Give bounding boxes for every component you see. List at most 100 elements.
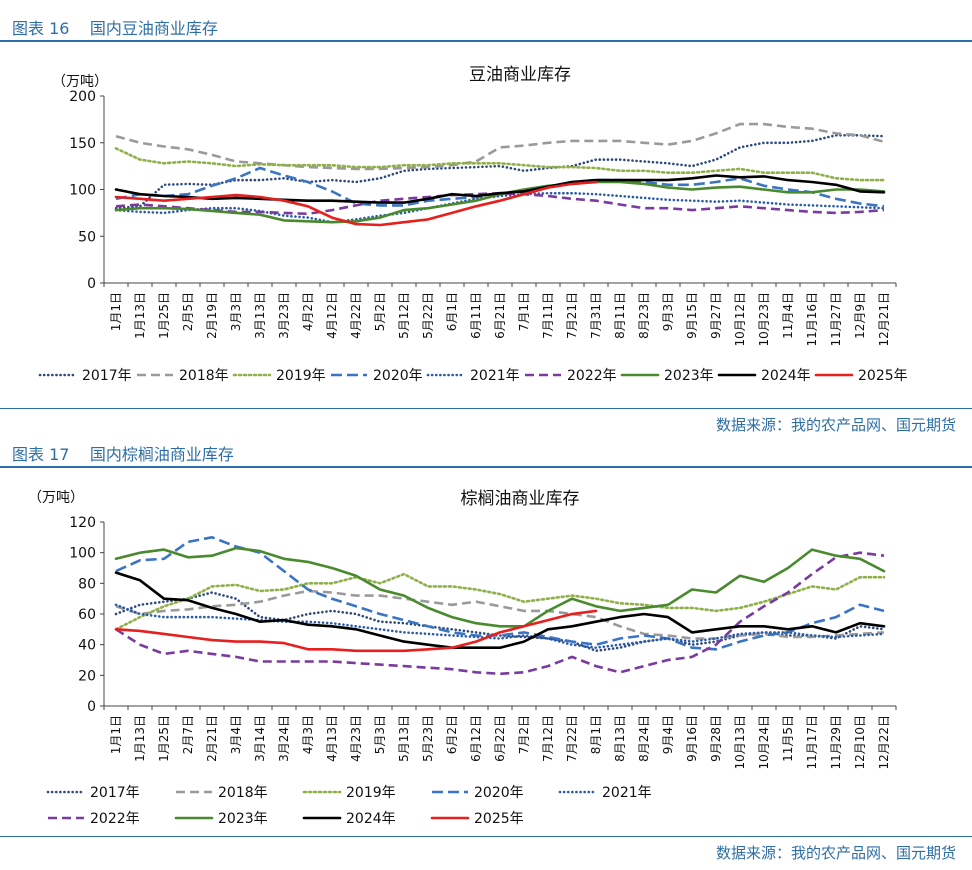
series-line-2024 [114,174,886,204]
x-tick-label: 9月4日 [661,715,675,754]
series-group [114,536,886,676]
series-line-2019 [114,147,886,182]
x-tick-label: 9月16日 [685,715,699,762]
y-axis-unit-label: （万吨） [52,74,108,90]
legend-label: 2017年 [90,785,140,801]
x-tick-label: 5月2日 [373,292,387,331]
x-tick-label: 9月15日 [685,292,699,339]
legend-label: 2023年 [664,368,714,384]
figure-header: 图表 16 国内豆油商业库存 [0,10,972,42]
x-tick-label: 9月27日 [709,292,723,339]
legend-label: 2022年 [90,811,140,827]
x-tick-label: 2月5日 [181,292,195,331]
series-line-2019 [114,572,886,631]
y-tick-label: 150 [69,136,96,152]
figure-label: 图表 17 [12,445,70,464]
x-tick-label: 5月13日 [397,715,411,762]
y-tick-label: 50 [78,229,96,245]
divider-line [0,836,972,837]
series-line-2025 [114,609,598,653]
x-tick-label: 3月14日 [253,715,267,762]
x-tick-label: 6月22日 [493,715,507,762]
x-tick-label: 11月29日 [829,715,843,770]
x-tick-label: 7月11日 [541,292,555,339]
legend-label: 2021年 [470,368,520,384]
x-tick-label: 2月7日 [181,715,195,754]
data-source: 数据来源：我的农产品网、国元期货 [715,844,956,862]
divider-line [0,408,972,409]
x-tick-label: 11月5日 [781,715,795,762]
y-tick-label: 200 [69,89,96,105]
x-tick-label: 4月23日 [349,715,363,762]
x-tick-label: 5月23日 [421,715,435,762]
x-tick-label: 1月13日 [133,715,147,762]
x-tick-label: 1月25日 [157,715,171,762]
x-tick-label: 11月27日 [829,292,843,347]
series-line-2020 [115,166,885,208]
x-tick-label: 2月21日 [205,715,219,762]
series-line-2017 [114,591,886,653]
legend-label: 2024年 [346,811,396,827]
x-tick-label: 6月1日 [445,292,459,331]
x-tick-label: 8月13日 [613,715,627,762]
legend-label: 2023年 [218,811,268,827]
x-tick-label: 7月22日 [565,715,579,762]
x-tick-label: 1月1日 [109,292,123,331]
x-tick-label: 6月2日 [445,715,459,754]
series-line-2021 [114,191,886,224]
figure-caption: 图表 17 国内棕榈油商业库存 [12,441,234,465]
y-tick-label: 100 [69,546,96,562]
legend-label: 2021年 [602,785,652,801]
x-tick-label: 4月2日 [301,292,315,331]
y-tick-label: 60 [78,607,96,623]
x-tick-label: 7月31日 [589,292,603,339]
x-tick-label: 10月24日 [757,715,771,770]
x-tick-label: 4月12日 [325,292,339,339]
x-tick-label: 9月3日 [661,292,675,331]
chart-title: 豆油商业库存 [469,65,571,85]
y-tick-label: 100 [69,183,96,199]
y-tick-label: 120 [69,515,96,531]
x-tick-label: 4月3日 [301,715,315,754]
series-line-2024 [114,571,886,649]
legend-label: 2020年 [373,368,423,384]
legend-label: 2020年 [474,785,524,801]
x-tick-label: 11月17日 [805,715,819,770]
y-tick-label: 40 [78,638,96,654]
x-tick-label: 7月21日 [565,292,579,339]
x-tick-label: 8月24日 [637,715,651,762]
x-tick-label: 10月12日 [733,292,747,347]
x-tick-label: 3月13日 [253,292,267,339]
series-line-2025 [114,180,598,227]
x-tick-label: 12月21日 [877,292,891,347]
x-tick-label: 12月9日 [853,292,867,339]
figure-title: 国内豆油商业库存 [89,19,218,38]
legend-label: 2025年 [474,811,524,827]
x-tick-label: 7月1日 [517,292,531,331]
x-tick-label: 9月28日 [709,715,723,762]
x-tick-label: 11月16日 [805,292,819,347]
x-tick-label: 8月11日 [613,292,627,339]
x-tick-label: 3月23日 [277,292,291,339]
soybean-oil-inventory-chart: 豆油商业库存 （万吨） 0 50 100 150 200 1月1日 1月13日 1月25日 2月5日… [38,65,908,384]
y-axis-unit-label: （万吨） [28,490,84,506]
x-tick-label: 8月23日 [637,292,651,339]
x-tick-label: 3月24日 [277,715,291,762]
palm-oil-inventory-chart: 棕榈油商业库存 （万吨） 0 20 40 60 80 100 120 1月1日 1月13日 1月25日… [28,489,897,827]
x-tick-label: 6月21日 [493,292,507,339]
x-tick-label: 12月10日 [853,715,867,770]
x-tick-label: 11月4日 [781,292,795,339]
x-tick-label: 5月3日 [373,715,387,754]
series-line-2018 [115,122,885,171]
figure-caption: 图表 16 国内豆油商业库存 [12,15,218,39]
series-line-2023 [114,546,886,628]
x-tick-label: 6月11日 [469,292,483,339]
legend-label: 2018年 [218,785,268,801]
x-tick-label: 3月3日 [229,292,243,331]
y-tick-label: 80 [78,576,96,592]
series-line-2018 [115,589,885,640]
series-line-2017 [114,134,886,210]
y-tick-label: 0 [87,699,96,715]
x-tick-label: 3月4日 [229,715,243,754]
legend-label: 2017年 [82,368,132,384]
